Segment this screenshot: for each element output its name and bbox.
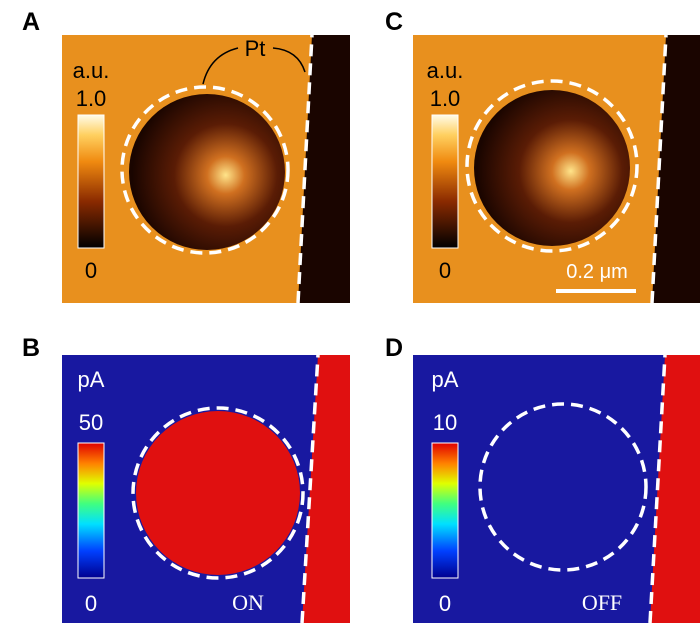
panel-label: D: [385, 334, 403, 362]
panel-b: pA 50 0 ON B: [22, 334, 350, 623]
colorbar: [78, 115, 104, 248]
colorbar-max: 50: [79, 410, 103, 435]
colorbar-max: 1.0: [76, 86, 107, 111]
scale-bar-label: 0.2 μm: [566, 261, 628, 283]
state: ON: [232, 590, 264, 615]
panel-label: C: [385, 8, 403, 36]
unit: pA: [432, 367, 459, 392]
colorbar-max: 1.0: [430, 86, 461, 111]
colorbar: [432, 443, 458, 578]
panel-d: pA 10 0 OFF D: [385, 334, 700, 623]
panel-label: B: [22, 334, 40, 362]
colorbar-min: 0: [439, 258, 451, 283]
colorbar-min: 0: [85, 591, 97, 616]
unit: a.u.: [73, 58, 110, 83]
figure: a.u. 1.0 0 Pt A a.u. 1.0 0 0.2 μm C pA 5…: [0, 0, 700, 625]
colorbar-min: 0: [85, 258, 97, 283]
panel-c: a.u. 1.0 0 0.2 μm C: [385, 8, 700, 303]
colorbar-min: 0: [439, 591, 451, 616]
annotation: Pt: [245, 36, 266, 61]
unit: pA: [78, 367, 105, 392]
panel-a: a.u. 1.0 0 Pt A: [22, 8, 350, 303]
colorbar: [78, 443, 104, 578]
unit: a.u.: [427, 58, 464, 83]
colorbar: [432, 115, 458, 248]
disc: [136, 411, 300, 575]
panel-label: A: [22, 8, 40, 36]
disc: [129, 94, 285, 250]
colorbar-max: 10: [433, 410, 457, 435]
state: OFF: [582, 590, 622, 615]
disc: [474, 90, 630, 246]
